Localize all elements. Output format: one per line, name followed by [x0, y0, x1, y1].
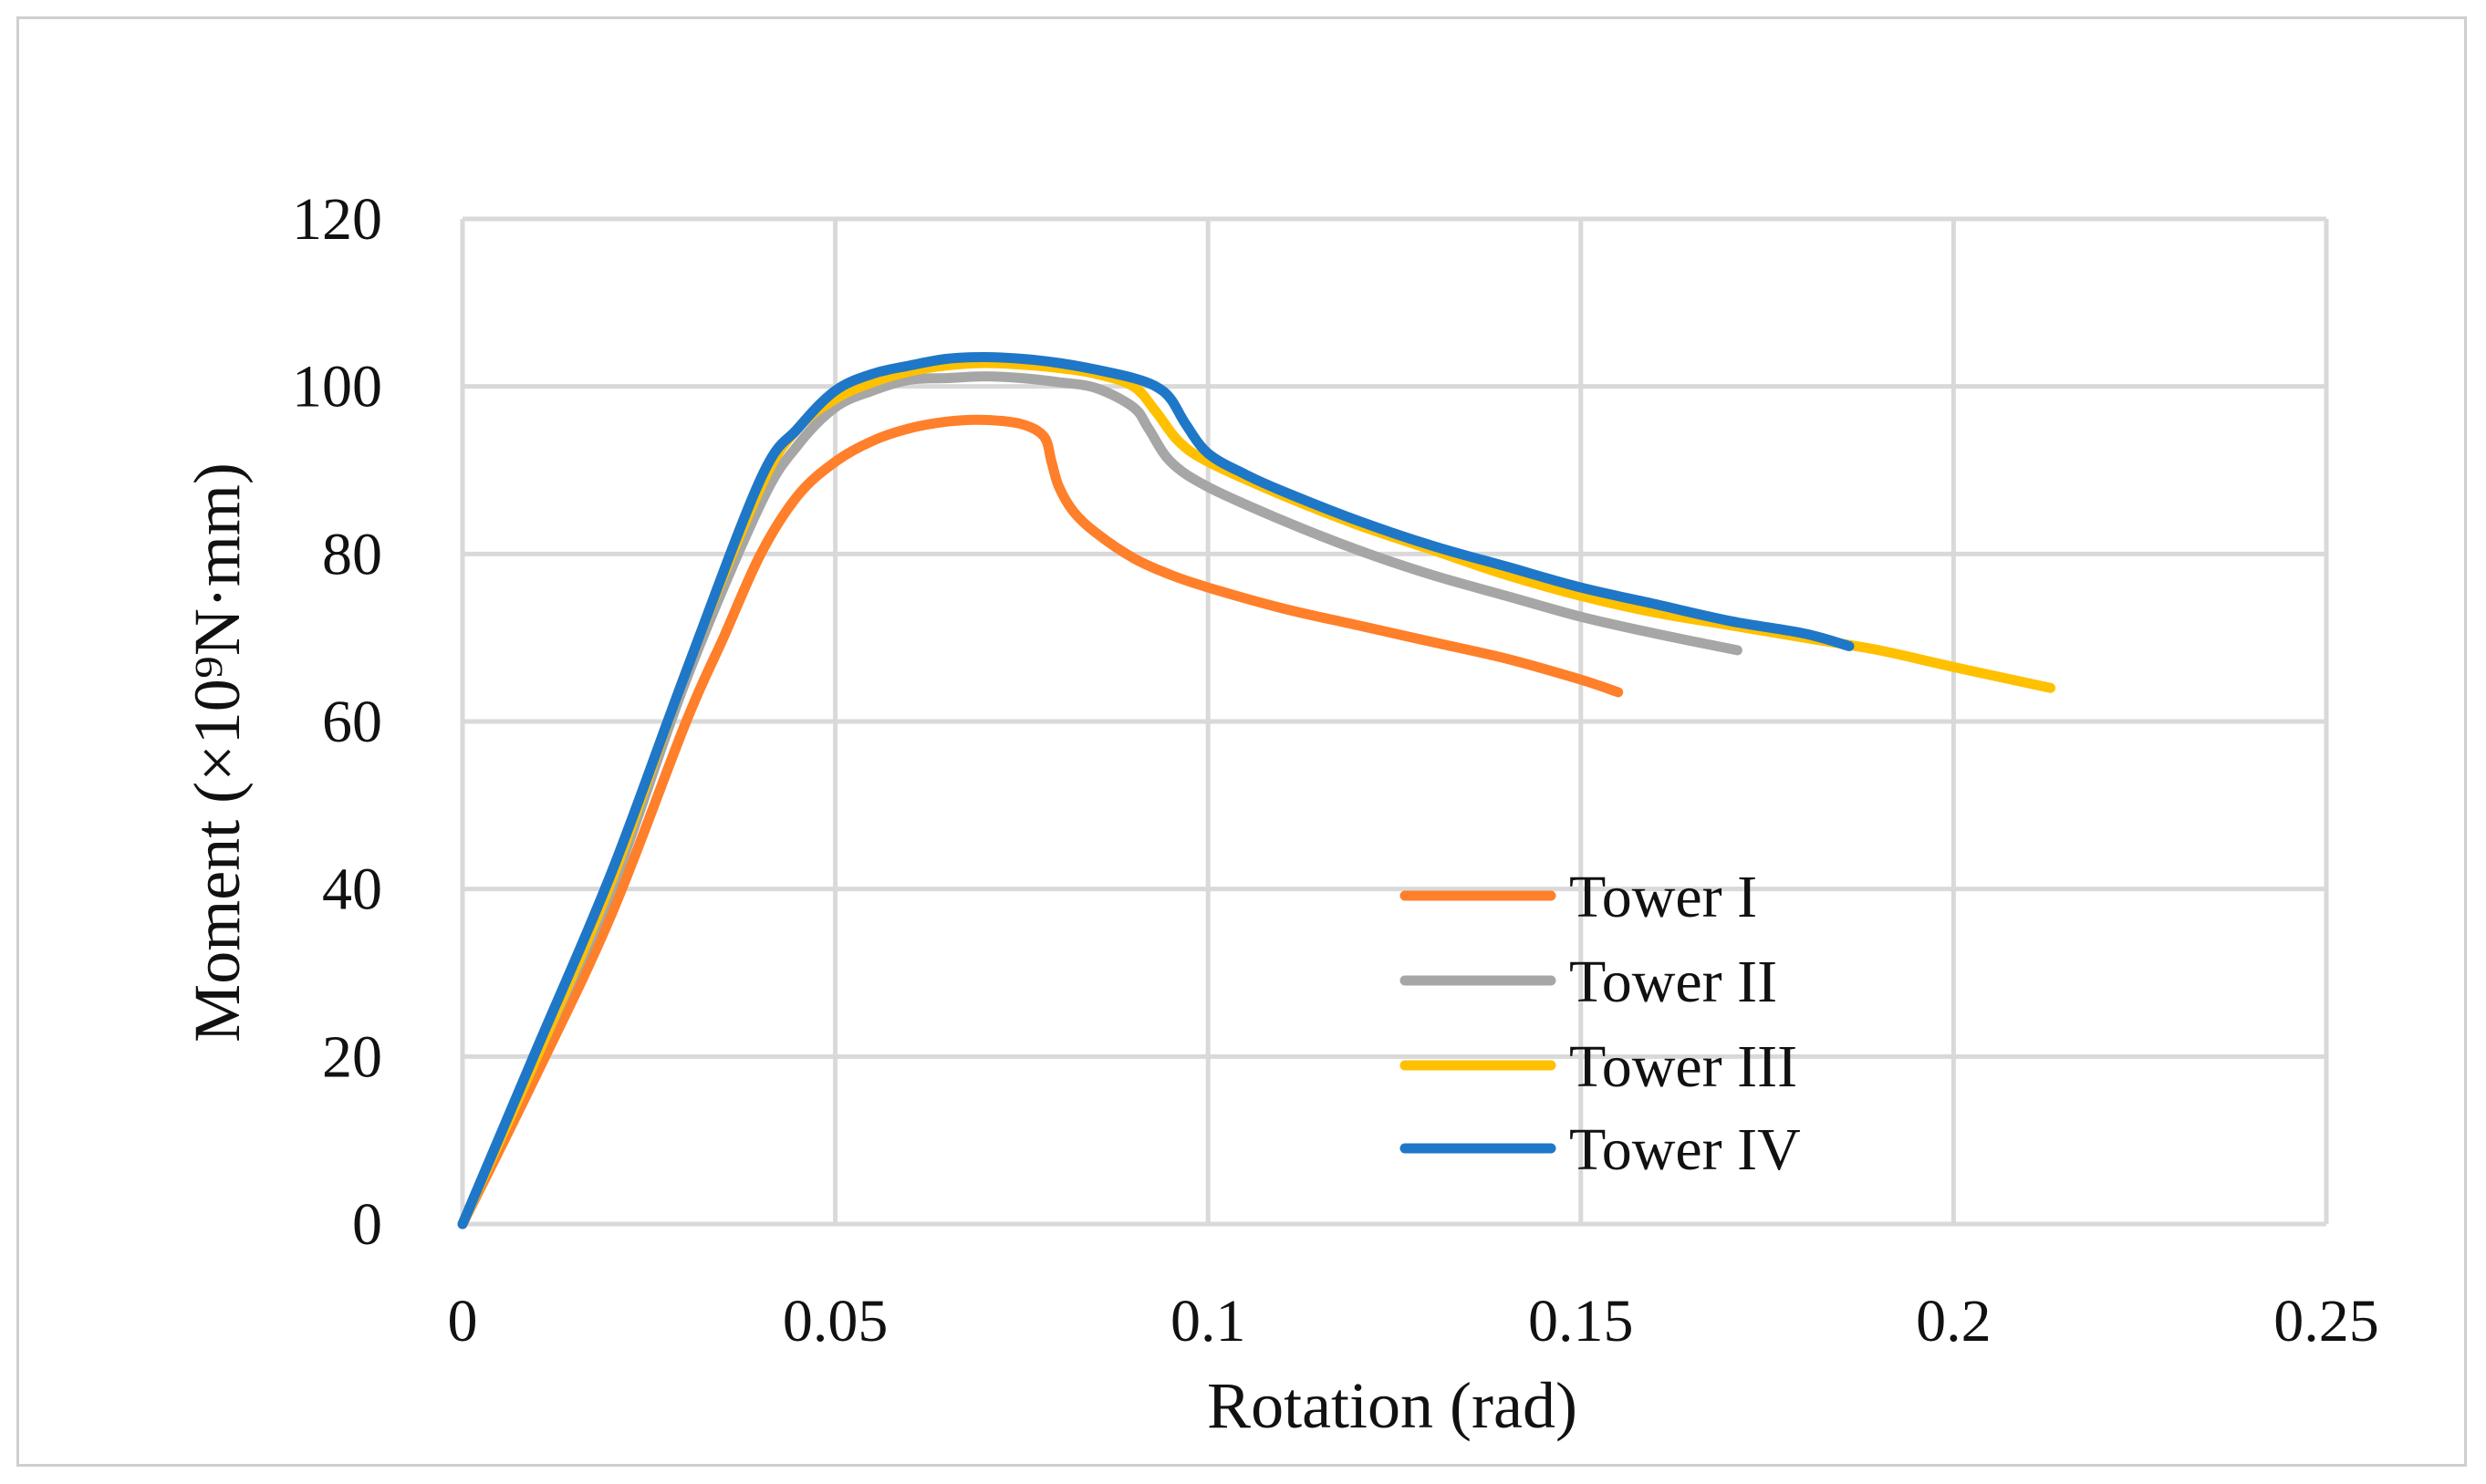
legend: Tower I Tower II Tower III Tower IV: [1399, 864, 1801, 1183]
y-axis-tick-labels: 0 20 40 60 80 100 120: [292, 186, 382, 1258]
y-tick-label: 60: [322, 689, 382, 755]
series-line-tower-iv: [457, 352, 1855, 1230]
x-axis-title: Rotation (rad): [1207, 1369, 1577, 1442]
y-tick-label: 80: [322, 521, 382, 587]
y-tick-label: 40: [322, 856, 382, 923]
gridlines: [460, 216, 2329, 1227]
series-line-tower-i: [457, 414, 1624, 1230]
x-tick-label: 0.2: [1916, 1288, 1992, 1354]
legend-label-tower-iii: Tower III: [1569, 1033, 1797, 1100]
legend-label-tower-iv: Tower IV: [1569, 1116, 1801, 1183]
y-tick-label: 0: [352, 1191, 382, 1258]
y-axis-title: Moment (×10⁹N·mm): [181, 462, 254, 1043]
y-tick-label: 120: [292, 186, 382, 253]
legend-label-tower-ii: Tower II: [1569, 949, 1777, 1015]
x-tick-label: 0.25: [2273, 1288, 2379, 1354]
series-line-tower-iii: [457, 358, 2056, 1230]
x-tick-label: 0: [448, 1288, 478, 1354]
x-tick-label: 0.15: [1528, 1288, 1634, 1354]
legend-label-tower-i: Tower I: [1569, 864, 1757, 930]
x-tick-label: 0.1: [1170, 1288, 1246, 1354]
x-axis-tick-labels: 0 0.05 0.1 0.15 0.2 0.25: [448, 1288, 2379, 1354]
y-tick-label: 100: [292, 354, 382, 420]
y-tick-label: 20: [322, 1023, 382, 1090]
series-lines: [457, 352, 2056, 1230]
x-tick-label: 0.05: [783, 1288, 889, 1354]
